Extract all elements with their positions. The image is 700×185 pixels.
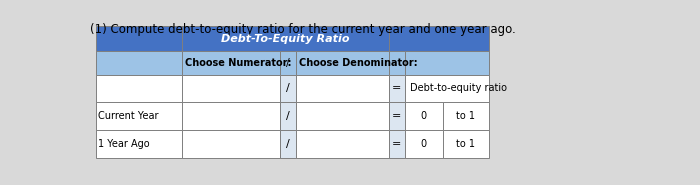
Bar bbox=[280, 75, 296, 102]
Text: Current Year: Current Year bbox=[98, 111, 159, 121]
Bar bbox=[96, 75, 183, 102]
Bar bbox=[405, 51, 489, 75]
Text: to 1: to 1 bbox=[456, 139, 475, 149]
Text: Debt-to-equity ratio: Debt-to-equity ratio bbox=[410, 83, 508, 93]
Bar bbox=[96, 130, 183, 157]
Text: 0: 0 bbox=[421, 111, 427, 121]
Bar bbox=[389, 130, 405, 157]
Text: =: = bbox=[392, 83, 401, 93]
Text: 0: 0 bbox=[421, 139, 427, 149]
Bar bbox=[443, 102, 489, 130]
Bar bbox=[96, 51, 183, 75]
Text: /: / bbox=[286, 139, 290, 149]
Bar bbox=[96, 26, 183, 51]
Bar bbox=[389, 102, 405, 130]
Bar bbox=[443, 130, 489, 157]
Bar bbox=[296, 102, 388, 130]
Text: /: / bbox=[286, 83, 290, 93]
Text: =: = bbox=[392, 139, 401, 149]
Bar bbox=[405, 102, 443, 130]
Bar bbox=[296, 51, 388, 75]
Text: /: / bbox=[286, 58, 290, 68]
Text: Debt-To-Equity Ratio: Debt-To-Equity Ratio bbox=[221, 34, 350, 44]
Text: 1 Year Ago: 1 Year Ago bbox=[98, 139, 150, 149]
Bar bbox=[183, 26, 389, 51]
Text: Choose Denominator:: Choose Denominator: bbox=[299, 58, 418, 68]
Bar bbox=[183, 102, 280, 130]
Bar bbox=[280, 130, 296, 157]
Bar bbox=[389, 51, 405, 75]
Bar bbox=[296, 75, 388, 102]
Bar bbox=[280, 51, 296, 75]
Bar bbox=[183, 75, 280, 102]
Bar bbox=[183, 51, 280, 75]
Bar bbox=[389, 75, 405, 102]
Text: Choose Numerator:: Choose Numerator: bbox=[185, 58, 292, 68]
Text: =: = bbox=[392, 111, 401, 121]
Text: to 1: to 1 bbox=[456, 111, 475, 121]
Bar bbox=[183, 130, 280, 157]
Bar bbox=[405, 130, 443, 157]
Bar bbox=[96, 102, 183, 130]
Text: (1) Compute debt-to-equity ratio for the current year and one year ago.: (1) Compute debt-to-equity ratio for the… bbox=[90, 23, 516, 36]
Bar bbox=[389, 26, 489, 51]
Bar bbox=[296, 130, 388, 157]
Text: /: / bbox=[286, 111, 290, 121]
Bar bbox=[405, 75, 489, 102]
Bar bbox=[280, 102, 296, 130]
